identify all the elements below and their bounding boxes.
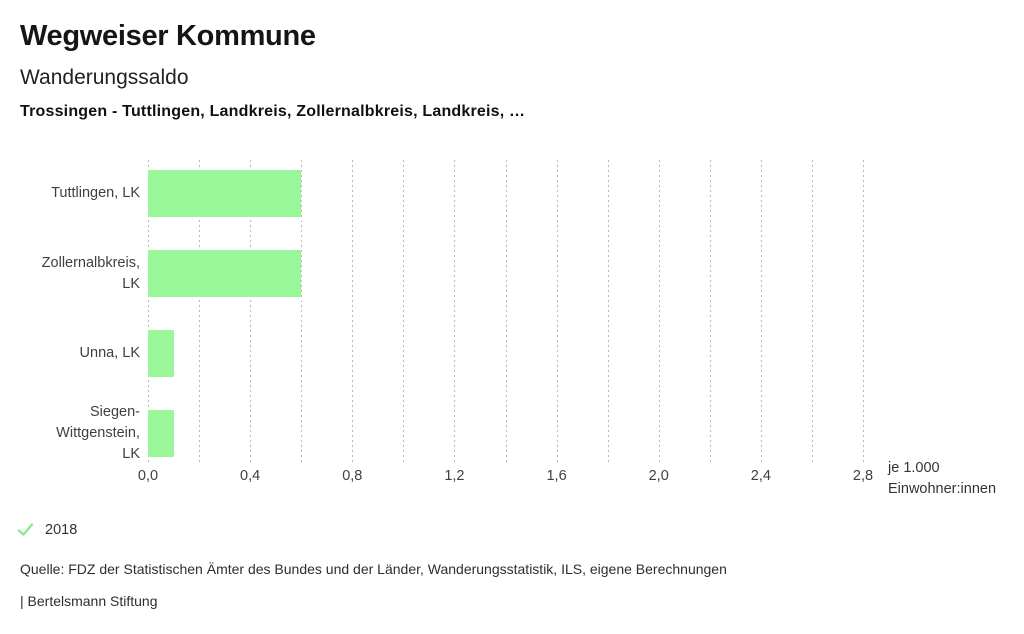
x-tick-label: 0,0	[137, 468, 159, 484]
category-label-row: Siegen- Wittgenstein, LK	[0, 404, 140, 462]
bar[interactable]	[148, 330, 174, 377]
gridline	[148, 160, 149, 465]
checkmark-icon	[17, 523, 34, 536]
chart-title: Wanderungssaldo	[20, 66, 189, 89]
x-axis-unit-line2: Einwohner:innen	[888, 481, 997, 497]
plot-area	[148, 160, 864, 465]
gridline	[556, 160, 558, 465]
bar[interactable]	[148, 170, 302, 217]
category-label: Unna, LK	[79, 345, 140, 361]
x-tick-label: 1,2	[444, 468, 465, 484]
x-tick-label: 2,0	[648, 468, 669, 484]
gridline	[760, 160, 762, 465]
legend-item-2018[interactable]: 2018	[17, 521, 77, 538]
gridline	[505, 160, 507, 465]
gridline	[250, 160, 252, 465]
gridline	[454, 160, 456, 465]
x-tick-label: 2,8	[852, 468, 874, 484]
source-text: Quelle: FDZ der Statistischen Ämter des …	[20, 561, 727, 577]
x-tick-label: 2,4	[750, 468, 771, 484]
gridline	[863, 160, 864, 465]
chart-description: Trossingen - Tuttlingen, Landkreis, Zoll…	[20, 103, 526, 120]
category-label: Tuttlingen, LK	[51, 185, 140, 201]
attribution-text: | Bertelsmann Stiftung	[20, 593, 158, 609]
page-title: Wegweiser Kommune	[20, 20, 316, 52]
gridline	[301, 160, 303, 465]
chart-header: Wegweiser Kommune Wanderungssaldo Trossi…	[20, 20, 1000, 121]
x-axis-unit-label: je 1.000 Einwohner:innen	[888, 458, 996, 500]
x-tick-label: 0,8	[342, 468, 363, 484]
bar[interactable]	[148, 410, 174, 457]
bar[interactable]	[148, 250, 302, 297]
gridline	[658, 160, 660, 465]
category-label-row: Tuttlingen, LK	[0, 170, 140, 217]
category-label-row: Unna, LK	[0, 330, 140, 377]
category-label-row: Zollernalbkreis, LK	[0, 250, 140, 297]
x-tick-label: 1,6	[546, 468, 567, 484]
gridline	[199, 160, 201, 465]
legend-year-label: 2018	[45, 521, 78, 538]
category-axis: Tuttlingen, LK Zollernalbkreis, LK Unna, LK…	[0, 160, 140, 465]
gridline	[811, 160, 813, 465]
gridline	[709, 160, 711, 465]
category-label: Zollernalbkreis, LK	[41, 254, 140, 292]
category-label: Siegen- Wittgenstein, LK	[56, 404, 140, 462]
gridline	[403, 160, 405, 465]
gridline	[607, 160, 609, 465]
x-tick-label: 0,4	[240, 468, 261, 484]
x-axis-unit-line1: je 1.000	[888, 460, 940, 476]
gridline	[352, 160, 354, 465]
